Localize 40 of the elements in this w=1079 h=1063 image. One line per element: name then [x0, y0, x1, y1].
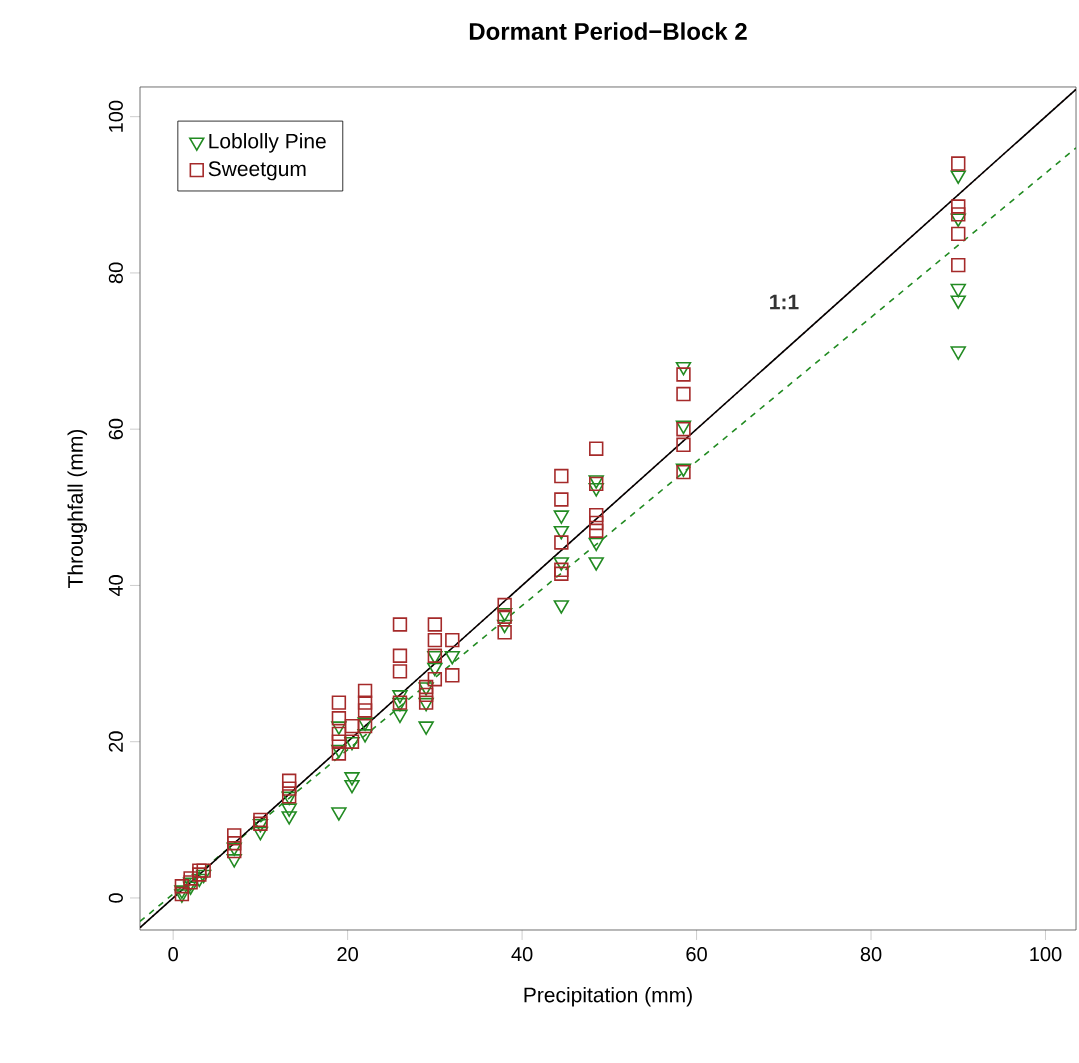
x-tick-label: 80: [860, 947, 882, 962]
point: [344, 779, 360, 794]
x-tick-label: 40: [511, 947, 533, 962]
x-axis-title: Precipitation (mm): [524, 986, 692, 1007]
y-tick-label: 100: [108, 100, 123, 132]
legend-label: Loblolly Pine: [209, 133, 326, 153]
point: [950, 283, 966, 298]
point: [226, 854, 242, 868]
y-tick-label: 20: [108, 731, 123, 752]
point: [357, 729, 373, 743]
y-tick-label: 0: [108, 893, 123, 903]
point: [392, 709, 408, 724]
annotation: 1:1: [770, 294, 799, 310]
point: [553, 525, 570, 540]
point: [553, 510, 570, 524]
point: [588, 482, 604, 497]
point: [950, 346, 966, 360]
point: [444, 650, 461, 665]
point: [553, 600, 570, 614]
point: [588, 537, 604, 552]
point: [281, 803, 297, 817]
point: [950, 295, 966, 310]
y-tick-label: 60: [108, 418, 123, 440]
y-tick-label: 80: [108, 262, 123, 284]
point: [344, 772, 360, 786]
y-tick-label: 40: [108, 575, 123, 597]
x-tick-label: 60: [686, 947, 707, 962]
y-axis-title: Throughfall (mm): [67, 429, 88, 588]
point: [392, 690, 408, 704]
point: [950, 170, 966, 185]
x-tick-label: 20: [337, 947, 358, 962]
point: [588, 557, 604, 571]
x-tick-label: 100: [1030, 947, 1062, 962]
point: [252, 826, 269, 841]
point: [418, 721, 434, 735]
x-tick-label: 0: [168, 947, 178, 962]
legend-label: Sweetgum: [208, 161, 306, 181]
point: [281, 811, 297, 825]
chart-title: Dormant Period−Block 2: [469, 22, 747, 40]
point: [331, 807, 347, 821]
